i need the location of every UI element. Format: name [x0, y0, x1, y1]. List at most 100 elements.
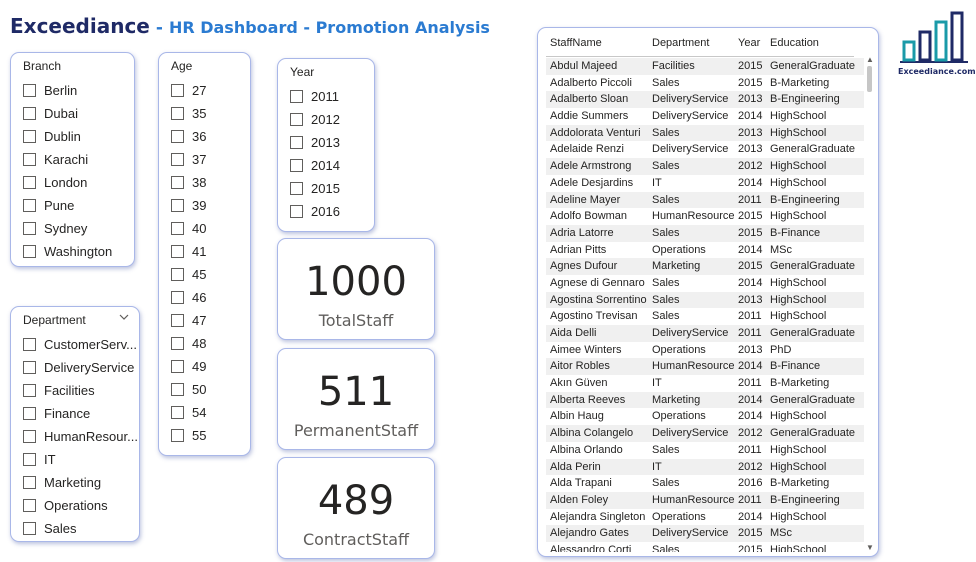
checkbox[interactable] — [171, 84, 184, 97]
table-row[interactable]: Akın Güven IT 2011 B-Marketing — [546, 375, 864, 392]
branch-option-sydney[interactable]: Sydney — [23, 217, 112, 240]
table-row[interactable]: Alden Foley HumanResource 2011 B-Engineerin… — [546, 491, 864, 509]
age-option-35[interactable]: 35 — [171, 102, 206, 125]
table-row[interactable]: Alejandra Singleton Operations 2014 HighSch… — [546, 509, 864, 526]
checkbox[interactable] — [23, 361, 36, 374]
checkbox[interactable] — [171, 153, 184, 166]
checkbox[interactable] — [23, 107, 36, 120]
checkbox[interactable] — [23, 153, 36, 166]
department-option-finance[interactable]: Finance — [23, 402, 138, 425]
table-row[interactable]: Alberta Reeves Marketing 2014 GeneralGradua… — [546, 391, 864, 409]
checkbox[interactable] — [171, 291, 184, 304]
year-option-2011[interactable]: 2011 — [290, 85, 340, 108]
table-row[interactable]: Adalberto Sloan DeliveryService 2013 B-Engi… — [546, 91, 864, 109]
age-option-36[interactable]: 36 — [171, 125, 206, 148]
age-option-48[interactable]: 48 — [171, 332, 206, 355]
table-row[interactable]: Adolfo Bowman HumanResource 2015 HighSchool — [546, 208, 864, 225]
department-option-customerserv[interactable]: CustomerServ... — [23, 333, 138, 356]
chevron-down-icon[interactable] — [119, 312, 129, 322]
checkbox[interactable] — [23, 222, 36, 235]
table-row[interactable]: Albin Haug Operations 2014 HighSchool — [546, 408, 864, 425]
checkbox[interactable] — [171, 199, 184, 212]
branch-option-berlin[interactable]: Berlin — [23, 79, 112, 102]
table-row[interactable]: Aida Delli DeliveryService 2011 GeneralGrad… — [546, 325, 864, 342]
year-option-2014[interactable]: 2014 — [290, 154, 340, 177]
checkbox[interactable] — [23, 499, 36, 512]
checkbox[interactable] — [290, 90, 303, 103]
branch-option-london[interactable]: London — [23, 171, 112, 194]
checkbox[interactable] — [290, 136, 303, 149]
checkbox[interactable] — [171, 107, 184, 120]
checkbox[interactable] — [171, 130, 184, 143]
checkbox[interactable] — [171, 222, 184, 235]
checkbox[interactable] — [23, 407, 36, 420]
table-row[interactable]: Agnese di Gennaro Sales 2014 HighSchool — [546, 275, 864, 292]
table-row[interactable]: Alessandro Corti Sales 2015 HighSchool — [546, 542, 864, 552]
checkbox[interactable] — [171, 429, 184, 442]
age-option-50[interactable]: 50 — [171, 378, 206, 401]
column-header-staffname[interactable]: StaffName — [550, 37, 602, 49]
scroll-up-icon[interactable]: ▲ — [866, 55, 874, 64]
checkbox[interactable] — [171, 383, 184, 396]
checkbox[interactable] — [23, 176, 36, 189]
table-row[interactable]: Adele Armstrong Sales 2012 HighSchool — [546, 158, 864, 175]
department-option-humanresour[interactable]: HumanResour... — [23, 425, 138, 448]
checkbox[interactable] — [23, 130, 36, 143]
checkbox[interactable] — [171, 314, 184, 327]
table-row[interactable]: Aitor Robles HumanResource 2014 B-Finance — [546, 358, 864, 376]
checkbox[interactable] — [290, 159, 303, 172]
checkbox[interactable] — [171, 406, 184, 419]
checkbox[interactable] — [290, 205, 303, 218]
column-header-year[interactable]: Year — [738, 37, 761, 49]
checkbox[interactable] — [171, 337, 184, 350]
table-row[interactable]: Albina Colangelo DeliveryService 2012 Gener… — [546, 425, 864, 442]
age-option-54[interactable]: 54 — [171, 401, 206, 424]
branch-option-dublin[interactable]: Dublin — [23, 125, 112, 148]
table-row[interactable]: Adria Latorre Sales 2015 B-Finance — [546, 224, 864, 242]
table-row[interactable]: Alda Trapani Sales 2016 B-Marketing — [546, 475, 864, 492]
checkbox[interactable] — [23, 245, 36, 258]
scroll-thumb[interactable] — [867, 66, 872, 92]
table-row[interactable]: Agnes Dufour Marketing 2015 GeneralGraduate — [546, 258, 864, 275]
year-option-2016[interactable]: 2016 — [290, 200, 340, 223]
checkbox[interactable] — [23, 522, 36, 535]
column-header-education[interactable]: Education — [770, 37, 819, 49]
checkbox[interactable] — [171, 268, 184, 281]
table-row[interactable]: Addolorata Venturi Sales 2013 HighSchool — [546, 124, 864, 142]
table-row[interactable]: Adeline Mayer Sales 2011 B-Engineering — [546, 191, 864, 209]
branch-option-dubai[interactable]: Dubai — [23, 102, 112, 125]
checkbox[interactable] — [23, 384, 36, 397]
age-option-46[interactable]: 46 — [171, 286, 206, 309]
age-option-27[interactable]: 27 — [171, 79, 206, 102]
department-option-it[interactable]: IT — [23, 448, 138, 471]
table-row[interactable]: Adalberto Piccoli Sales 2015 B-Marketing — [546, 75, 864, 92]
checkbox[interactable] — [23, 430, 36, 443]
table-row[interactable]: Aimee Winters Operations 2013 PhD — [546, 342, 864, 359]
scroll-down-icon[interactable]: ▼ — [866, 543, 874, 552]
department-option-marketing[interactable]: Marketing — [23, 471, 138, 494]
branch-option-pune[interactable]: Pune — [23, 194, 112, 217]
year-option-2013[interactable]: 2013 — [290, 131, 340, 154]
checkbox[interactable] — [171, 245, 184, 258]
department-option-sales[interactable]: Sales — [23, 517, 138, 540]
age-option-37[interactable]: 37 — [171, 148, 206, 171]
age-option-38[interactable]: 38 — [171, 171, 206, 194]
age-option-49[interactable]: 49 — [171, 355, 206, 378]
checkbox[interactable] — [290, 113, 303, 126]
age-option-47[interactable]: 47 — [171, 309, 206, 332]
branch-option-karachi[interactable]: Karachi — [23, 148, 112, 171]
table-row[interactable]: Agostino Trevisan Sales 2011 HighSchool — [546, 308, 864, 325]
column-header-department[interactable]: Department — [652, 37, 710, 49]
age-option-55[interactable]: 55 — [171, 424, 206, 447]
department-option-operations[interactable]: Operations — [23, 494, 138, 517]
checkbox[interactable] — [23, 453, 36, 466]
checkbox[interactable] — [171, 360, 184, 373]
table-row[interactable]: Alejandro Gates DeliveryService 2015 MSc — [546, 525, 864, 542]
department-option-deliveryservice[interactable]: DeliveryService — [23, 356, 138, 379]
table-row[interactable]: Addie Summers DeliveryService 2014 HighScho… — [546, 108, 864, 125]
table-scrollbar[interactable]: ▲ ▼ — [866, 56, 874, 552]
year-option-2015[interactable]: 2015 — [290, 177, 340, 200]
table-row[interactable]: Abdul Majeed Facilities 2015 GeneralGraduat… — [546, 58, 864, 75]
table-row[interactable]: Adele Desjardins IT 2014 HighSchool — [546, 175, 864, 192]
age-option-40[interactable]: 40 — [171, 217, 206, 240]
